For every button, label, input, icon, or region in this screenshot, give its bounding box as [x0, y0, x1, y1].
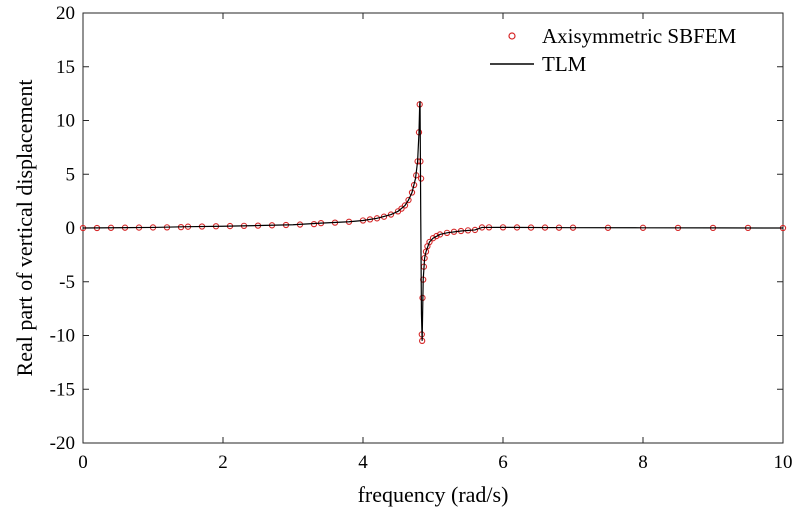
y-tick-label: 10	[56, 111, 75, 132]
x-tick-label: 4	[358, 452, 368, 473]
legend-marker	[508, 32, 516, 40]
data-point	[401, 202, 409, 209]
x-tick-label: 10	[774, 452, 793, 473]
x-tick-label: 6	[498, 452, 508, 473]
y-tick-label: -20	[50, 433, 75, 454]
y-tick-label: -10	[50, 326, 75, 347]
y-tick-label: -5	[59, 272, 75, 293]
x-tick-label: 0	[78, 452, 88, 473]
data-point	[398, 205, 405, 212]
y-axis-ticks: -20 -15 -10 -5 0 5 10 15 20	[50, 3, 783, 454]
series-line	[82, 101, 784, 341]
legend-label: TLM	[542, 52, 587, 76]
data-point	[405, 196, 412, 204]
x-tick-label: 2	[218, 452, 228, 473]
x-axis-ticks: 0 2 4 6 8 10	[78, 13, 793, 473]
y-tick-label: 15	[56, 57, 75, 78]
series-layer	[79, 101, 787, 345]
data-point	[408, 189, 416, 196]
legend-label: Axisymmetric SBFEM	[542, 24, 737, 48]
y-axis-label: Real part of vertical displacement	[12, 80, 37, 377]
y-tick-label: 0	[66, 218, 76, 239]
legend: Axisymmetric SBFEM TLM	[490, 24, 737, 76]
data-point	[426, 238, 433, 246]
y-tick-label: 20	[56, 3, 75, 24]
data-point	[433, 232, 440, 240]
data-point	[387, 211, 395, 218]
x-axis-label: frequency (rad/s)	[358, 482, 509, 507]
y-tick-label: -15	[50, 379, 75, 400]
x-tick-label: 8	[638, 452, 648, 473]
y-tick-label: 5	[66, 164, 76, 185]
